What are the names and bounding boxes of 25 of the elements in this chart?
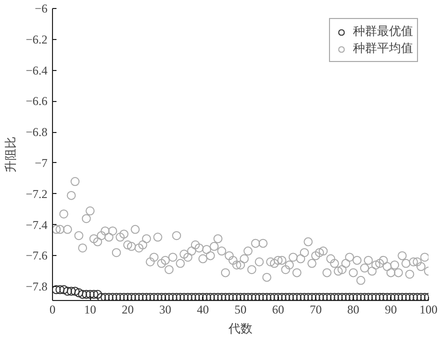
x-tick-label: 30	[159, 302, 172, 316]
y-tick-label: −7.2	[26, 186, 48, 201]
x-tick-label: 0	[50, 302, 56, 316]
y-tick-label: −7.4	[26, 218, 48, 232]
x-tick-label: 50	[234, 302, 246, 316]
y-tick-label: −6	[34, 2, 48, 16]
y-axis-title: 升阻比	[4, 136, 18, 172]
y-tick-label: −6.2	[26, 32, 48, 46]
y-tick-label: −6.6	[26, 94, 48, 108]
x-tick-label: 70	[310, 302, 322, 316]
y-tick-label: −7.6	[26, 248, 48, 263]
x-tick-label: 90	[384, 302, 397, 316]
x-tick-label: 60	[272, 302, 284, 316]
x-tick-label: 10	[84, 302, 96, 316]
x-tick-label: 80	[347, 302, 360, 316]
y-tick-label: −6.4	[26, 63, 48, 78]
legend-label: 种群平均值	[353, 40, 413, 57]
y-tick-label: −7.8	[26, 280, 48, 294]
x-tick-label: 40	[196, 302, 209, 316]
legend-label: 种群最优值	[353, 23, 413, 40]
y-tick-label: −6.8	[26, 125, 48, 140]
x-tick-label: 100	[420, 302, 438, 316]
y-tick-label: −7	[34, 156, 48, 170]
x-tick-label: 20	[122, 302, 134, 316]
x-axis-title: 代数	[228, 322, 252, 336]
